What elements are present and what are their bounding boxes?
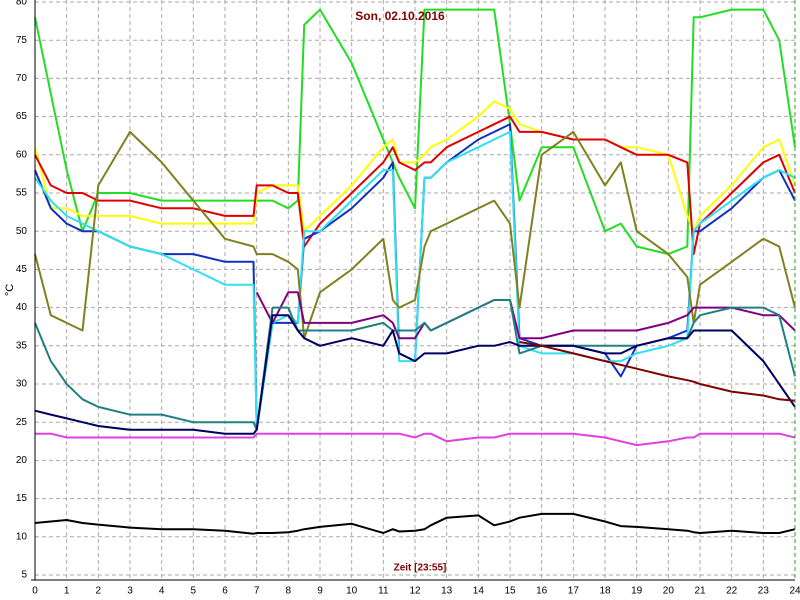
y-tick-label: 35	[16, 340, 28, 351]
x-tick-label: 0	[32, 586, 38, 597]
grid	[34, 0, 796, 580]
y-tick-label: 25	[16, 417, 28, 428]
x-tick-label: 22	[726, 586, 738, 597]
y-tick-label: 10	[16, 531, 28, 542]
plot-lines	[34, 8, 796, 535]
data-line	[34, 314, 796, 435]
x-tick-label: 1	[64, 586, 70, 597]
y-tick-label: 65	[16, 111, 28, 122]
y-tick-label: 60	[16, 149, 28, 160]
y-tick-label: 50	[16, 226, 28, 237]
data-line	[34, 100, 796, 233]
data-line	[519, 341, 796, 402]
x-tick-label: 14	[473, 586, 485, 597]
y-axis-label: °C	[4, 284, 16, 296]
x-axis-label: Zeit [23:55]	[394, 563, 447, 574]
x-tick-label: 13	[441, 586, 453, 597]
data-line	[34, 8, 796, 256]
x-tick-label: 3	[127, 586, 133, 597]
chart-title: Son, 02.10.2016	[355, 9, 445, 23]
data-line	[34, 512, 796, 535]
x-tick-label: 2	[96, 586, 102, 597]
y-tick-label: 15	[16, 493, 28, 504]
y-tick-label: 80	[16, 0, 28, 8]
y-tick-label: 75	[16, 35, 28, 46]
y-tick-label: 45	[16, 264, 28, 275]
data-line	[34, 130, 796, 340]
x-tick-label: 9	[317, 586, 323, 597]
y-tick-label: 30	[16, 379, 28, 390]
x-tick-label: 7	[254, 586, 260, 597]
x-tick-label: 16	[536, 586, 548, 597]
x-tick-label: 4	[159, 586, 165, 597]
x-tick-label: 24	[789, 586, 800, 597]
x-tick-label: 6	[222, 586, 228, 597]
y-tick-label: 5	[21, 570, 27, 581]
x-tick-label: 23	[758, 586, 770, 597]
data-line	[34, 115, 796, 256]
data-line	[35, 432, 796, 447]
y-tick-label: 40	[16, 302, 28, 313]
x-tick-label: 20	[663, 586, 675, 597]
x-tick-label: 21	[694, 586, 706, 597]
y-tick-label: 70	[16, 73, 28, 84]
x-tick-label: 5	[191, 586, 197, 597]
x-tick-label: 15	[504, 586, 516, 597]
x-tick-label: 18	[599, 586, 611, 597]
x-tick-label: 10	[346, 586, 358, 597]
y-tick-label: 55	[16, 188, 28, 199]
x-tick-label: 12	[409, 586, 421, 597]
y-tick-label: 20	[16, 455, 28, 466]
x-tick-label: 8	[286, 586, 292, 597]
x-tick-label: 11	[378, 586, 389, 597]
x-tick-label: 17	[568, 586, 580, 597]
x-tick-label: 19	[631, 586, 643, 597]
